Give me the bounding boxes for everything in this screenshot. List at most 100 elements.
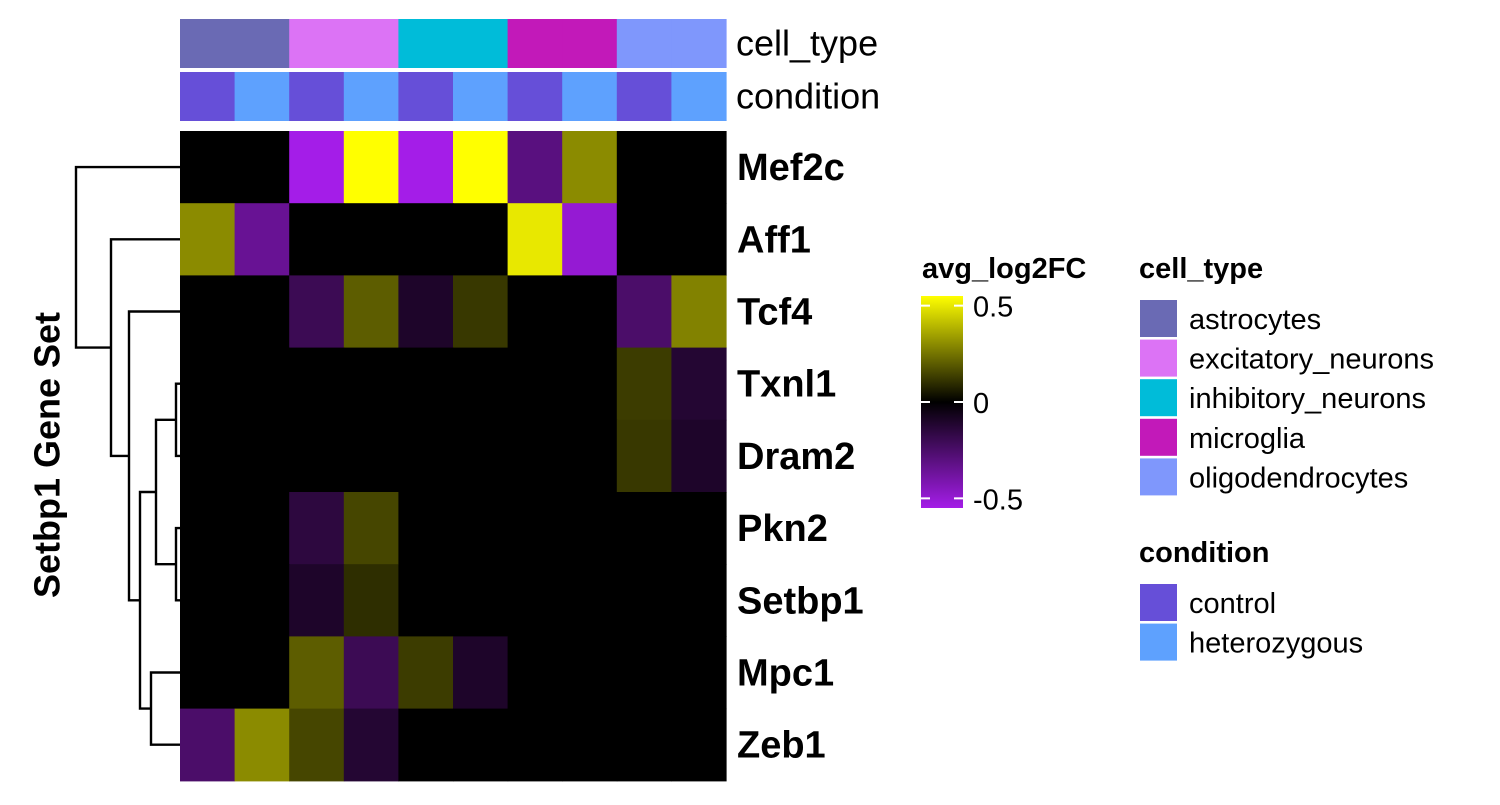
legend-label-heterozygous: heterozygous [1189, 628, 1363, 660]
legend-key-heterozygous [1140, 623, 1177, 661]
legend-key-microglia [1140, 418, 1177, 456]
heatmap-cell-Aff1-5 [453, 203, 509, 276]
heatmap-cell-Txnl1-4 [398, 347, 454, 421]
annotation-cell-cell_type-4 [398, 19, 454, 68]
legend-title-condition: condition [1139, 537, 1269, 569]
heatmap-cell-Mef2c-4 [398, 131, 454, 204]
heatmap-cell-Pkn2-6 [507, 492, 563, 565]
heatmap-cell-Txnl1-2 [289, 347, 345, 421]
heatmap-cell-Zeb1-5 [453, 708, 509, 782]
heatmap-cell-Dram2-6 [507, 419, 563, 493]
heatmap-cell-Mpc1-4 [398, 636, 454, 710]
heatmap-cell-Aff1-0 [180, 203, 236, 276]
heatmap-cell-Aff1-8 [616, 203, 672, 276]
heatmap-cell-Tcf4-0 [180, 275, 236, 349]
heatmap-cell-Pkn2-5 [453, 492, 509, 565]
heatmap-cell-Zeb1-8 [616, 708, 672, 782]
heatmap-cell-Zeb1-7 [562, 708, 618, 782]
annotation-cell-cell_type-9 [671, 19, 727, 68]
legend-label-microglia: microglia [1189, 423, 1306, 455]
heatmap-cell-Pkn2-0 [180, 492, 236, 565]
heatmap-cell-Mef2c-0 [180, 131, 236, 204]
heatmap-cell-Pkn2-2 [289, 492, 345, 565]
legend-label-excitatory_neurons: excitatory_neurons [1189, 344, 1434, 376]
heatmap-cell-Zeb1-6 [507, 708, 563, 782]
heatmap-cell-Mpc1-2 [289, 636, 345, 710]
annotation-legends: cell_type astrocytes excitatory_neuronsinh… [1139, 253, 1434, 661]
annotation-cell-cell_type-7 [562, 19, 618, 68]
row-label-Dram2: Dram2 [737, 436, 855, 478]
row-dendrogram [74, 165, 180, 746]
heatmap-cell-Setbp1-0 [180, 564, 236, 637]
heatmap-cell-Mef2c-8 [616, 131, 672, 204]
annotation-cell-cell_type-6 [507, 19, 563, 68]
heatmap-cell-Mef2c-2 [289, 131, 345, 204]
annotation-cell-condition-5 [453, 72, 509, 121]
legend-key-oligodendrocytes [1140, 458, 1177, 496]
annotation-cell-condition-9 [671, 72, 727, 121]
annotation-cell-condition-7 [562, 72, 618, 121]
heatmap-cell-Pkn2-4 [398, 492, 454, 565]
heatmap-cell-Setbp1-4 [398, 564, 454, 637]
row-label-Txnl1: Txnl1 [737, 364, 836, 406]
legend-key-control [1140, 584, 1177, 621]
heatmap-cell-Tcf4-3 [343, 275, 399, 349]
heatmap-cell-Aff1-3 [343, 203, 399, 276]
heatmap-cell-Mpc1-7 [562, 636, 618, 710]
color-scale-tick-label: 0 [973, 388, 989, 420]
heatmap-cell-Dram2-1 [234, 419, 290, 493]
color-scale-tick-label: -0.5 [973, 484, 1023, 516]
heatmap-cell-Dram2-7 [562, 419, 618, 493]
dendrogram-link [138, 490, 156, 710]
heatmap-cell-Mef2c-7 [562, 131, 618, 204]
legend-label-inhibitory_neurons: inhibitory_neurons [1189, 383, 1426, 415]
annotation-cell-condition-2 [289, 72, 345, 121]
dendrogram-link [174, 382, 180, 458]
heatmap-cell-Pkn2-1 [234, 492, 290, 565]
dendrogram-link [149, 671, 180, 746]
annotation-cell-condition-6 [507, 72, 563, 121]
heatmap-cell-Aff1-1 [234, 203, 290, 276]
heatmap-cell-Dram2-4 [398, 419, 454, 493]
heatmap-cell-Mpc1-6 [507, 636, 563, 710]
heatmap-cell-Mpc1-1 [234, 636, 290, 710]
row-label-Zeb1: Zeb1 [737, 725, 826, 767]
heatmap-cell-Tcf4-1 [234, 275, 290, 349]
annotation-cell-condition-0 [180, 72, 236, 121]
heatmap-cell-Setbp1-1 [234, 564, 290, 637]
heatmap-cell-Mpc1-0 [180, 636, 236, 710]
heatmap-cell-Tcf4-8 [616, 275, 672, 349]
heatmap-cell-Pkn2-8 [616, 492, 672, 565]
heatmap-cell-Dram2-0 [180, 419, 236, 493]
row-label-Tcf4: Tcf4 [737, 292, 812, 334]
heatmap-cells [180, 131, 727, 782]
heatmap-cell-Txnl1-6 [507, 347, 563, 421]
heatmap-cell-Aff1-9 [671, 203, 727, 276]
heatmap-cell-Mpc1-3 [343, 636, 399, 710]
heatmap-cell-Txnl1-0 [180, 347, 236, 421]
heatmap-cell-Dram2-5 [453, 419, 509, 493]
legend-key-inhibitory_neurons [1140, 379, 1177, 417]
heatmap-cell-Dram2-8 [616, 419, 672, 493]
heatmap-cell-Pkn2-3 [343, 492, 399, 565]
legend-key-astrocytes [1140, 300, 1177, 337]
heatmap-cell-Txnl1-3 [343, 347, 399, 421]
heatmap-cell-Setbp1-5 [453, 564, 509, 637]
heatmap-cell-Zeb1-1 [234, 708, 290, 782]
heatmap-cell-Tcf4-5 [453, 275, 509, 349]
heatmap-cell-Setbp1-3 [343, 564, 399, 637]
annotation-cell-cell_type-2 [289, 19, 345, 68]
heatmap-cell-Zeb1-9 [671, 708, 727, 782]
heatmap-cell-Dram2-3 [343, 419, 399, 493]
annotation-label-condition: condition [736, 76, 880, 117]
dendrogram-link [154, 418, 176, 566]
heatmap-cell-Pkn2-9 [671, 492, 727, 565]
heatmap-cell-Dram2-9 [671, 419, 727, 493]
heatmap-cell-Pkn2-7 [562, 492, 618, 565]
annotation-cell-condition-3 [343, 72, 399, 121]
heatmap-cell-Mpc1-9 [671, 636, 727, 710]
dendrogram-link [174, 526, 180, 602]
heatmap-cell-Tcf4-4 [398, 275, 454, 349]
heatmap-cell-Mef2c-3 [343, 131, 399, 204]
